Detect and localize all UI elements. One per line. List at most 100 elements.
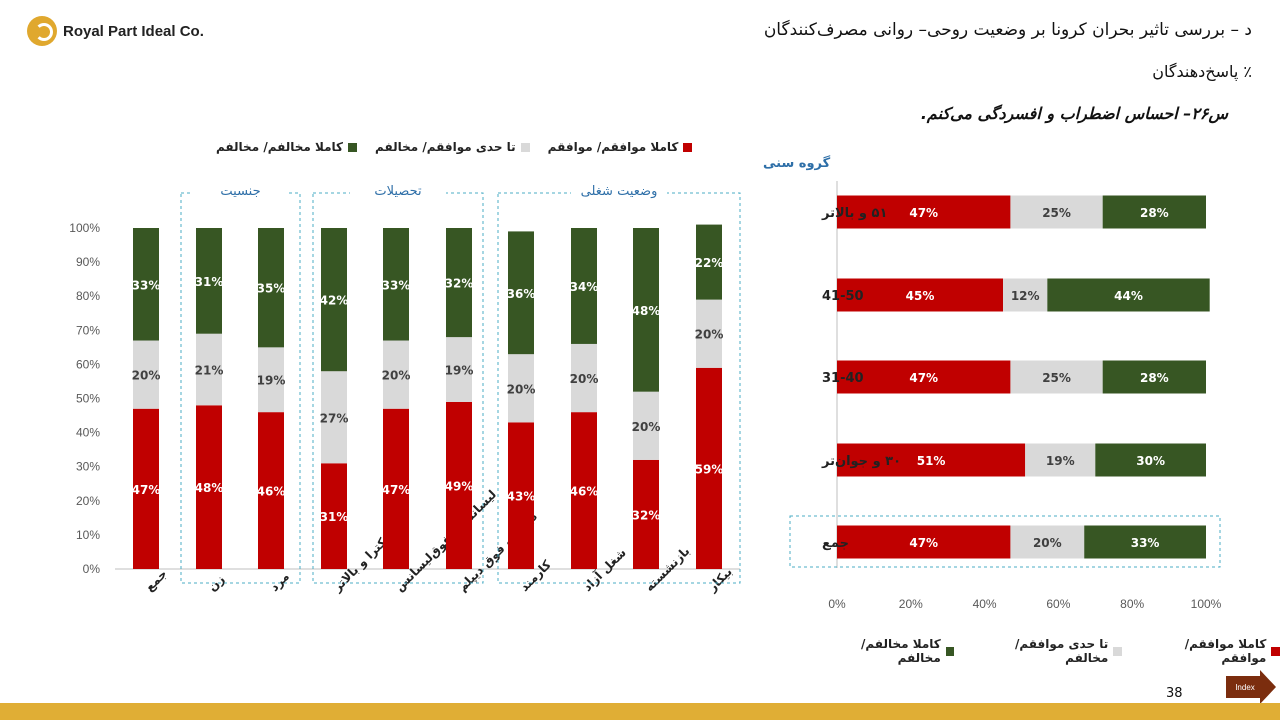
- index-label: Index: [1235, 683, 1255, 692]
- bar-segment: [196, 333, 222, 406]
- hbar-segment: [1095, 443, 1206, 477]
- x-tick-label: 40%: [973, 597, 997, 611]
- data-label: 20%: [632, 420, 661, 434]
- bar-segment: [571, 343, 597, 413]
- group-box: [180, 192, 301, 584]
- x-tick-label: 60%: [1046, 597, 1070, 611]
- data-label: 20%: [507, 382, 536, 396]
- page-title: د – بررسی تاثیر بحران کرونا بر وضعیت روح…: [763, 20, 1252, 40]
- bar-segment: [383, 408, 409, 569]
- logo-icon: [27, 16, 57, 46]
- hdata-label: 19%: [1046, 454, 1075, 468]
- group-label-bg: [350, 180, 446, 202]
- bar-segment: [258, 228, 284, 348]
- group-label-bg: [192, 180, 289, 202]
- legend-swatch-disagree-2: [945, 646, 955, 656]
- bar-segment: [633, 459, 659, 569]
- bar-segment: [383, 340, 409, 409]
- data-label: 31%: [320, 510, 349, 524]
- legend-swatch-agree-2: [1271, 646, 1280, 656]
- data-label: 19%: [257, 374, 286, 388]
- hdata-label: 51%: [917, 454, 946, 468]
- bar-segment: [446, 228, 472, 338]
- y-tick-label: 0%: [83, 562, 101, 576]
- data-label: 19%: [445, 364, 474, 378]
- y-tick-label: 80%: [76, 289, 100, 303]
- data-label: 20%: [132, 369, 161, 383]
- bar-segment: [258, 347, 284, 413]
- legend-item-neutral-2: تا حدی موافقم/ مخالفم: [972, 637, 1123, 665]
- data-label: 32%: [445, 277, 474, 291]
- y-tick-label: 70%: [76, 323, 100, 337]
- data-label: 31%: [195, 275, 224, 289]
- data-label: 47%: [132, 483, 161, 497]
- legend-item-neutral: تا حدی موافقم/ مخالفم: [375, 140, 530, 154]
- y-tick-label: 40%: [76, 426, 100, 440]
- total-row-box: [789, 515, 1221, 568]
- bar-segment: [383, 228, 409, 341]
- bar-segment: [633, 228, 659, 392]
- data-label: 42%: [320, 294, 349, 308]
- hdata-label: 25%: [1042, 371, 1071, 385]
- legend-bottom: کاملا موافقم/ موافقم تا حدی موافقم/ مخال…: [800, 637, 1280, 665]
- hbar-segment: [1084, 525, 1206, 559]
- bar-segment: [196, 228, 222, 334]
- bar-segment: [696, 299, 722, 368]
- hdata-label: 20%: [1033, 536, 1062, 550]
- y-category-label: 41-50: [822, 289, 864, 304]
- y-tick-label: 60%: [76, 357, 100, 371]
- hbar-segment: [837, 525, 1011, 559]
- group-label: تحصیلات: [374, 184, 422, 199]
- bar-segment: [133, 340, 159, 409]
- data-label: 20%: [382, 369, 411, 383]
- bar-segment: [508, 354, 534, 423]
- bar-segment: [133, 228, 159, 341]
- hbar-segment: [1025, 443, 1096, 477]
- bar-segment: [696, 224, 722, 300]
- data-label: 20%: [570, 372, 599, 386]
- legend-swatch-disagree: [348, 142, 358, 152]
- y-tick-label: 10%: [76, 528, 100, 542]
- data-label: 33%: [382, 278, 411, 292]
- data-label: 46%: [570, 485, 599, 499]
- bar-segment: [571, 228, 597, 344]
- x-tick-label: 20%: [899, 597, 923, 611]
- y-category-label: ۵۱ و بالاتر: [821, 206, 887, 221]
- data-label: 35%: [257, 282, 286, 296]
- data-label: 36%: [507, 287, 536, 301]
- bar-segment: [508, 231, 534, 355]
- data-label: 48%: [195, 481, 224, 495]
- group-label-bg: [571, 180, 667, 202]
- bar-segment: [321, 371, 347, 464]
- data-label: 47%: [382, 483, 411, 497]
- hbar-segment: [1010, 360, 1103, 394]
- hdata-label: 45%: [906, 289, 935, 303]
- hdata-label: 44%: [1114, 289, 1143, 303]
- y-category-label: ۳۰ و جوان‌تر: [821, 454, 901, 469]
- data-label: 27%: [320, 411, 349, 425]
- question-text: س۲۶– احساس اضطراب و افسردگی می‌کنم.: [920, 104, 1228, 123]
- data-label: 33%: [132, 278, 161, 292]
- company-name: Royal Part Ideal Co.: [63, 22, 204, 40]
- group-label: جنسیت: [220, 184, 260, 199]
- hbar-segment: [837, 360, 1011, 394]
- legend-item-disagree-2: کاملا مخالفم/ مخالفم: [818, 637, 955, 665]
- bar-segment: [571, 412, 597, 569]
- y-category-label: جمع: [822, 536, 849, 551]
- legend-swatch-agree: [683, 142, 693, 152]
- bar-segment: [258, 412, 284, 569]
- data-label: 46%: [257, 485, 286, 499]
- index-button[interactable]: Index: [1226, 670, 1276, 704]
- x-tick-label: 0%: [828, 597, 846, 611]
- legend-item-agree: کاملا موافقم/ موافقم: [548, 140, 693, 154]
- legend-item-disagree: کاملا مخالفم/ مخالفم: [216, 140, 358, 154]
- index-arrow-icon: Index: [1226, 670, 1276, 704]
- y-tick-label: 100%: [69, 221, 100, 235]
- y-category-label: 31-40: [822, 371, 864, 386]
- data-label: 34%: [570, 280, 599, 294]
- x-tick-label: 100%: [1191, 597, 1222, 611]
- hdata-label: 12%: [1011, 289, 1040, 303]
- hdata-label: 33%: [1131, 536, 1160, 550]
- data-label: 32%: [632, 508, 661, 522]
